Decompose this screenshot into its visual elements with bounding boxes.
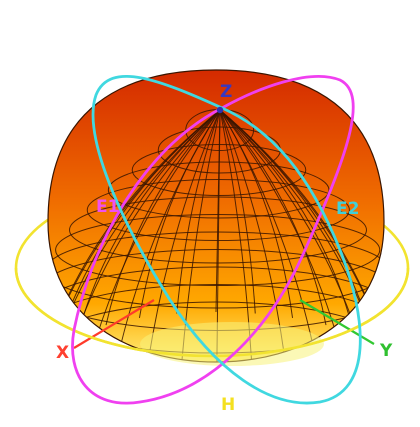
mesh-meridian (219, 109, 355, 335)
mesh-latitude (131, 144, 307, 196)
e1-label: E1 (96, 197, 119, 217)
mesh-latitude (48, 301, 384, 362)
mesh-latitude (55, 214, 381, 286)
z-axis-point (216, 106, 224, 114)
mesh-meridian (219, 109, 294, 362)
mesh-meridian (219, 109, 256, 314)
mesh-meridian (138, 109, 221, 319)
h-label: H (221, 395, 235, 415)
h-plane-ring (14, 267, 410, 358)
mesh-meridian (219, 109, 294, 319)
pattern-bottom-highlight (140, 322, 324, 366)
pattern-surface (48, 70, 384, 362)
mesh-meridian (176, 109, 221, 314)
x-label: X (56, 343, 69, 363)
mesh-meridian (77, 109, 221, 335)
mesh-latitude (48, 284, 384, 362)
e1-plane-ring (71, 75, 355, 405)
e2-plane-ring (91, 74, 362, 405)
x-axis-line (73, 299, 155, 349)
z-label: Z (220, 82, 232, 102)
e2-label: E2 (336, 199, 359, 219)
mesh-latitude (48, 231, 384, 309)
mesh-latitude (86, 179, 350, 241)
mesh-meridian (105, 109, 221, 326)
y-label: Y (379, 341, 393, 361)
mesh-latitude (69, 196, 367, 264)
